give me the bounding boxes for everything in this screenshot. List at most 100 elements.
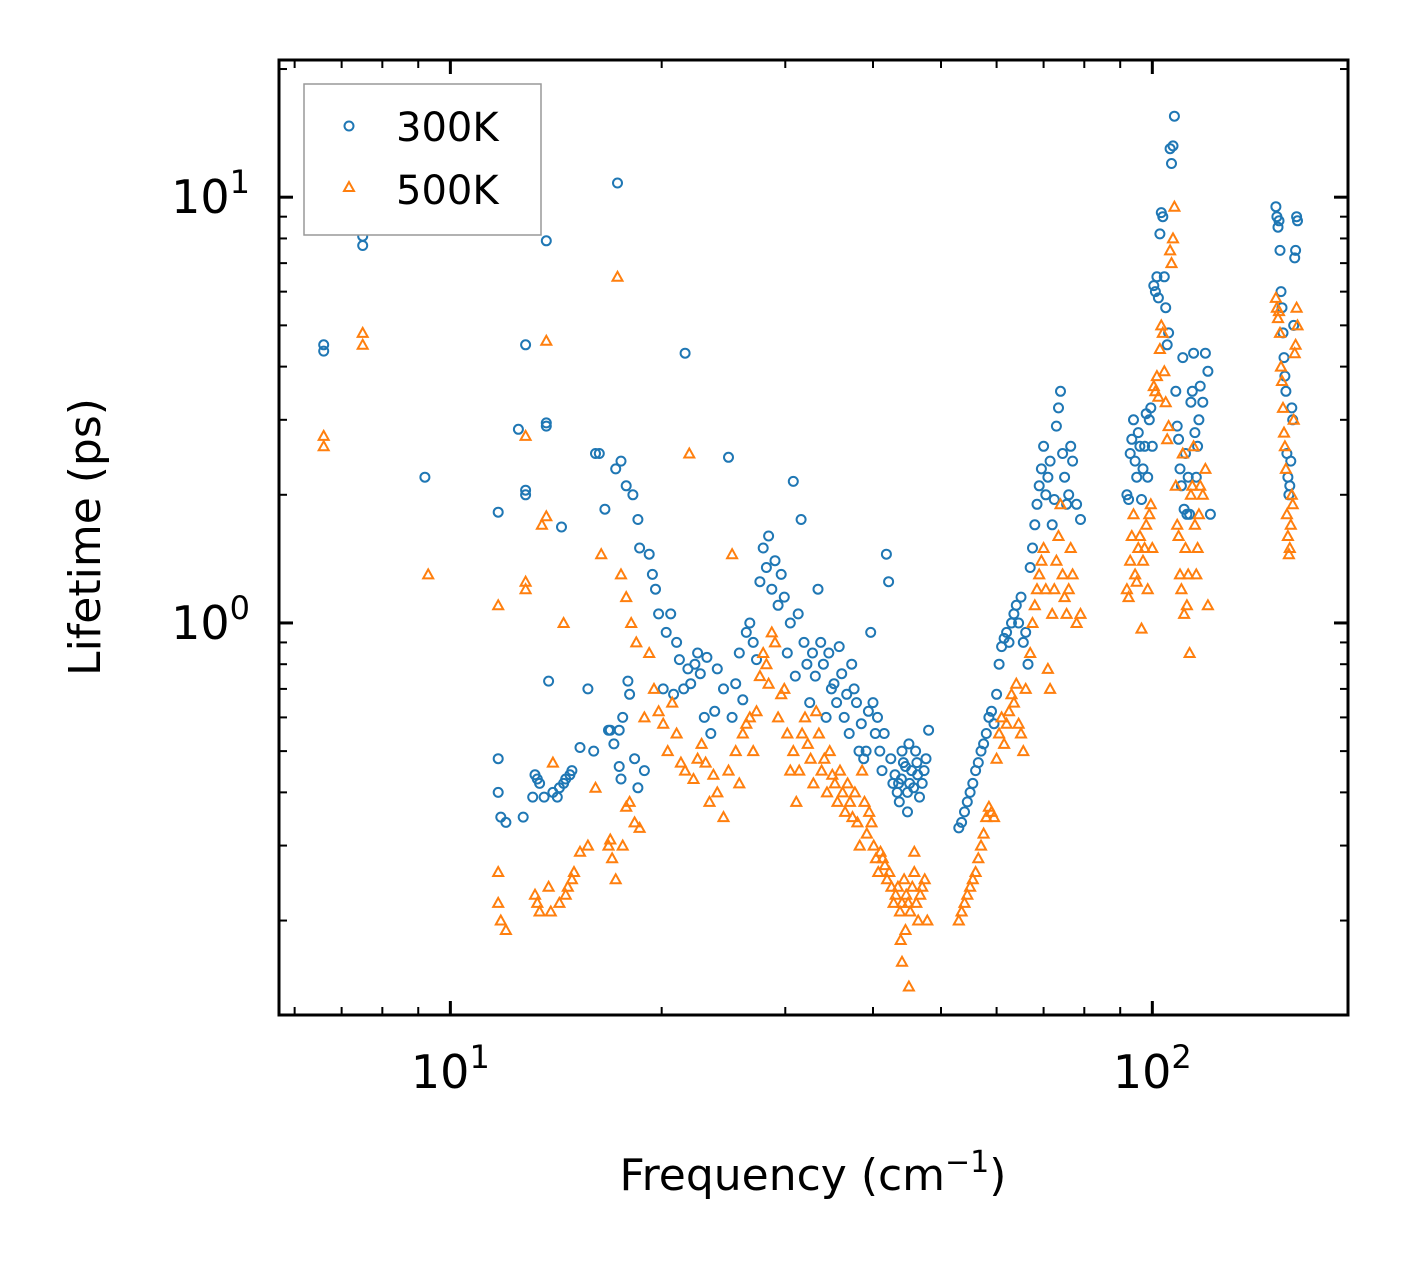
data-point-300k bbox=[599, 503, 611, 515]
data-point-300k bbox=[893, 796, 905, 808]
data-point-300k bbox=[795, 514, 807, 525]
data-point-300k bbox=[972, 757, 984, 769]
data-point-500k bbox=[622, 794, 637, 807]
data-point-300k bbox=[1154, 228, 1166, 240]
data-point-500k bbox=[528, 887, 542, 900]
data-point-300k bbox=[500, 816, 512, 828]
data-point-300k bbox=[1143, 414, 1155, 426]
data-point-500k bbox=[601, 838, 616, 851]
data-point-500k bbox=[356, 337, 370, 350]
data-point-500k bbox=[1055, 567, 1070, 580]
data-point-500k bbox=[864, 815, 879, 828]
data-point-500k bbox=[753, 669, 767, 682]
data-point-500k bbox=[694, 736, 709, 749]
data-point-500k bbox=[1059, 606, 1074, 619]
data-point-300k bbox=[851, 697, 862, 709]
data-point-500k bbox=[716, 810, 731, 823]
data-point-300k bbox=[419, 471, 431, 483]
data-point-300k bbox=[787, 475, 799, 487]
data-point-500k bbox=[535, 517, 549, 530]
data-point-300k bbox=[980, 728, 992, 739]
data-point-300k bbox=[613, 724, 625, 736]
data-point-500k bbox=[421, 567, 435, 580]
y-axis-title: Lifetime (ps) bbox=[60, 398, 111, 676]
data-point-300k bbox=[701, 651, 713, 663]
data-point-300k bbox=[1029, 519, 1041, 531]
data-point-500k bbox=[828, 776, 842, 789]
data-point-300k bbox=[543, 675, 555, 687]
data-point-500k bbox=[780, 726, 794, 739]
data-point-500k bbox=[871, 864, 885, 877]
data-point-300k bbox=[534, 777, 546, 789]
data-point-300k bbox=[841, 688, 853, 700]
data-point-300k bbox=[1027, 542, 1038, 554]
data-point-300k bbox=[911, 757, 923, 769]
data-point-300k bbox=[848, 683, 860, 695]
data-point-500k bbox=[556, 615, 571, 628]
legend-marker-300k bbox=[343, 120, 355, 132]
data-point-300k bbox=[744, 617, 756, 629]
data-point-300k bbox=[660, 626, 672, 638]
data-point-500k bbox=[798, 710, 812, 723]
data-point-300k bbox=[1071, 498, 1083, 510]
data-point-300k bbox=[807, 647, 818, 659]
data-point-500k bbox=[1193, 478, 1207, 491]
data-point-300k bbox=[646, 568, 658, 580]
data-point-300k bbox=[754, 576, 766, 588]
data-point-500k bbox=[1271, 311, 1285, 324]
data-point-300k bbox=[1273, 215, 1285, 227]
data-point-300k bbox=[733, 647, 745, 659]
data-point-500k bbox=[1034, 553, 1049, 566]
data-point-500k bbox=[909, 895, 923, 908]
data-point-500k bbox=[1178, 540, 1193, 553]
data-point-500k bbox=[1283, 540, 1297, 553]
data-point-300k bbox=[718, 683, 729, 695]
data-point-300k bbox=[1015, 591, 1027, 603]
data-point-300k bbox=[1149, 286, 1161, 298]
data-point-300k bbox=[643, 548, 655, 560]
data-point-300k bbox=[1157, 211, 1169, 223]
data-point-500k bbox=[1047, 582, 1061, 595]
data-point-500k bbox=[838, 804, 852, 817]
data-point-300k bbox=[1193, 414, 1205, 426]
data-point-500k bbox=[1185, 478, 1199, 491]
data-point-500k bbox=[898, 922, 913, 935]
data-point-300k bbox=[883, 576, 895, 588]
data-point-500k bbox=[1123, 553, 1137, 566]
data-point-500k bbox=[756, 645, 770, 658]
x-axis-title: Frequency (cm−1) bbox=[620, 1145, 1007, 1201]
data-point-300k bbox=[538, 791, 550, 803]
data-point-300k bbox=[740, 626, 752, 638]
data-point-300k bbox=[1289, 252, 1301, 264]
x-tick-label: 101 bbox=[411, 1038, 490, 1099]
data-point-500k bbox=[960, 887, 974, 900]
data-point-500k bbox=[541, 879, 556, 892]
data-point-500k bbox=[1045, 606, 1059, 619]
data-point-500k bbox=[1121, 590, 1136, 603]
data-point-500k bbox=[1133, 528, 1147, 541]
data-point-500k bbox=[669, 726, 684, 739]
data-point-300k bbox=[632, 514, 644, 525]
data-point-500k bbox=[1039, 582, 1053, 595]
series-500k bbox=[317, 199, 1305, 992]
data-point-500k bbox=[884, 879, 899, 892]
data-point-500k bbox=[893, 904, 907, 917]
data-point-500k bbox=[1181, 567, 1195, 580]
data-point-500k bbox=[1125, 528, 1139, 541]
data-point-500k bbox=[997, 736, 1011, 749]
data-point-300k bbox=[622, 675, 634, 687]
data-point-300k bbox=[657, 683, 669, 695]
data-point-300k bbox=[815, 636, 827, 648]
data-point-500k bbox=[915, 879, 929, 892]
data-point-300k bbox=[825, 683, 837, 695]
data-point-500k bbox=[1131, 540, 1145, 553]
data-point-500k bbox=[843, 794, 857, 807]
data-point-500k bbox=[1134, 621, 1149, 634]
data-point-300k bbox=[1167, 140, 1179, 152]
data-point-500k bbox=[1004, 687, 1019, 700]
data-point-300k bbox=[781, 647, 793, 659]
data-point-500k bbox=[736, 726, 750, 739]
data-point-500k bbox=[1198, 461, 1213, 474]
data-point-500k bbox=[1269, 290, 1283, 303]
data-point-300k bbox=[843, 728, 855, 739]
